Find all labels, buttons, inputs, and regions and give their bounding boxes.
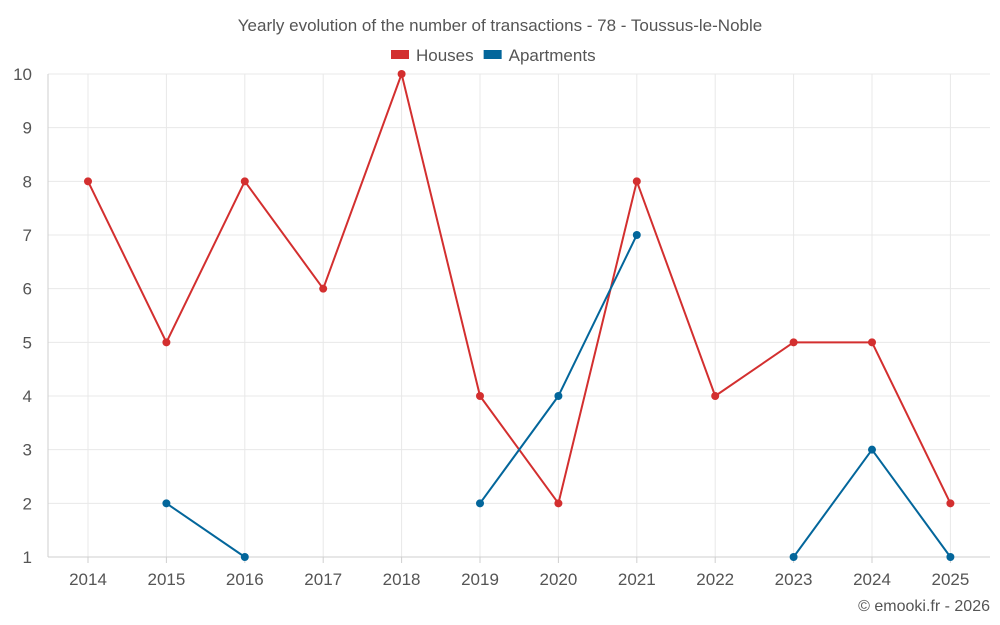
chart-title: Yearly evolution of the number of transa… <box>238 16 762 35</box>
data-point-houses-2023[interactable] <box>789 338 798 347</box>
x-tick-label: 2018 <box>383 570 421 589</box>
x-tick-label: 2017 <box>304 570 342 589</box>
legend: Houses Apartments <box>391 46 596 65</box>
data-point-apartments-2025[interactable] <box>946 553 955 561</box>
x-tick-label: 2015 <box>147 570 185 589</box>
legend-label-apartments: Apartments <box>509 46 596 65</box>
y-tick-label: 2 <box>23 494 32 513</box>
data-point-houses-2025[interactable] <box>946 499 955 508</box>
credit-text: © emooki.fr - 2026 <box>858 598 990 615</box>
x-tick-label: 2016 <box>226 570 264 589</box>
x-tick-label: 2024 <box>853 570 891 589</box>
x-axis: 2014 2015 2016 2017 2018 2019 2020 2021 2022 2023… <box>48 556 990 589</box>
y-tick-label: 9 <box>23 119 32 138</box>
data-point-houses-2020[interactable] <box>554 499 563 508</box>
data-point-houses-2021[interactable] <box>632 177 641 186</box>
data-point-houses-2019[interactable] <box>476 392 484 400</box>
data-point-apartments-2023[interactable] <box>789 553 798 561</box>
data-point-apartments-2016[interactable] <box>240 553 249 561</box>
data-point-houses-2018[interactable] <box>397 70 406 78</box>
legend-swatch-apartments <box>483 50 502 59</box>
y-tick-label: 8 <box>23 172 32 191</box>
x-tick-label: 2025 <box>931 570 969 589</box>
data-point-houses-2017[interactable] <box>319 284 328 293</box>
y-tick-label: 5 <box>23 333 32 352</box>
y-axis: 1 2 3 4 5 6 7 8 9 10 <box>13 65 49 567</box>
x-tick-label: 2019 <box>461 570 499 589</box>
data-point-apartments-2015[interactable] <box>162 499 171 508</box>
y-tick-label: 6 <box>23 280 32 299</box>
data-point-apartments-2020[interactable] <box>554 392 563 400</box>
data-point-apartments-2024[interactable] <box>868 445 876 454</box>
data-point-houses-2015[interactable] <box>162 338 171 347</box>
data-point-houses-2014[interactable] <box>84 177 92 186</box>
data-point-houses-2016[interactable] <box>240 177 249 186</box>
y-tick-label: 4 <box>23 387 32 406</box>
y-tick-label: 7 <box>23 226 32 245</box>
x-tick-label: 2022 <box>696 570 734 589</box>
data-point-apartments-2021[interactable] <box>632 231 641 239</box>
series-lines <box>87 73 952 558</box>
data-point-houses-2024[interactable] <box>868 338 876 347</box>
series-line-apartments-segment-1 <box>165 502 246 558</box>
data-point-houses-2022[interactable] <box>711 392 720 400</box>
y-tick-label: 1 <box>23 548 32 567</box>
series-points <box>84 70 955 561</box>
legend-label-houses: Houses <box>416 46 474 65</box>
x-tick-label: 2021 <box>618 570 656 589</box>
y-tick-label: 3 <box>23 441 32 460</box>
y-tick-label: 10 <box>13 65 32 84</box>
x-tick-label: 2020 <box>539 570 577 589</box>
legend-swatch-houses <box>391 50 409 59</box>
x-tick-label: 2023 <box>775 570 813 589</box>
grid <box>48 73 990 558</box>
data-point-apartments-2019[interactable] <box>476 499 484 508</box>
x-tick-label: 2014 <box>69 570 107 589</box>
